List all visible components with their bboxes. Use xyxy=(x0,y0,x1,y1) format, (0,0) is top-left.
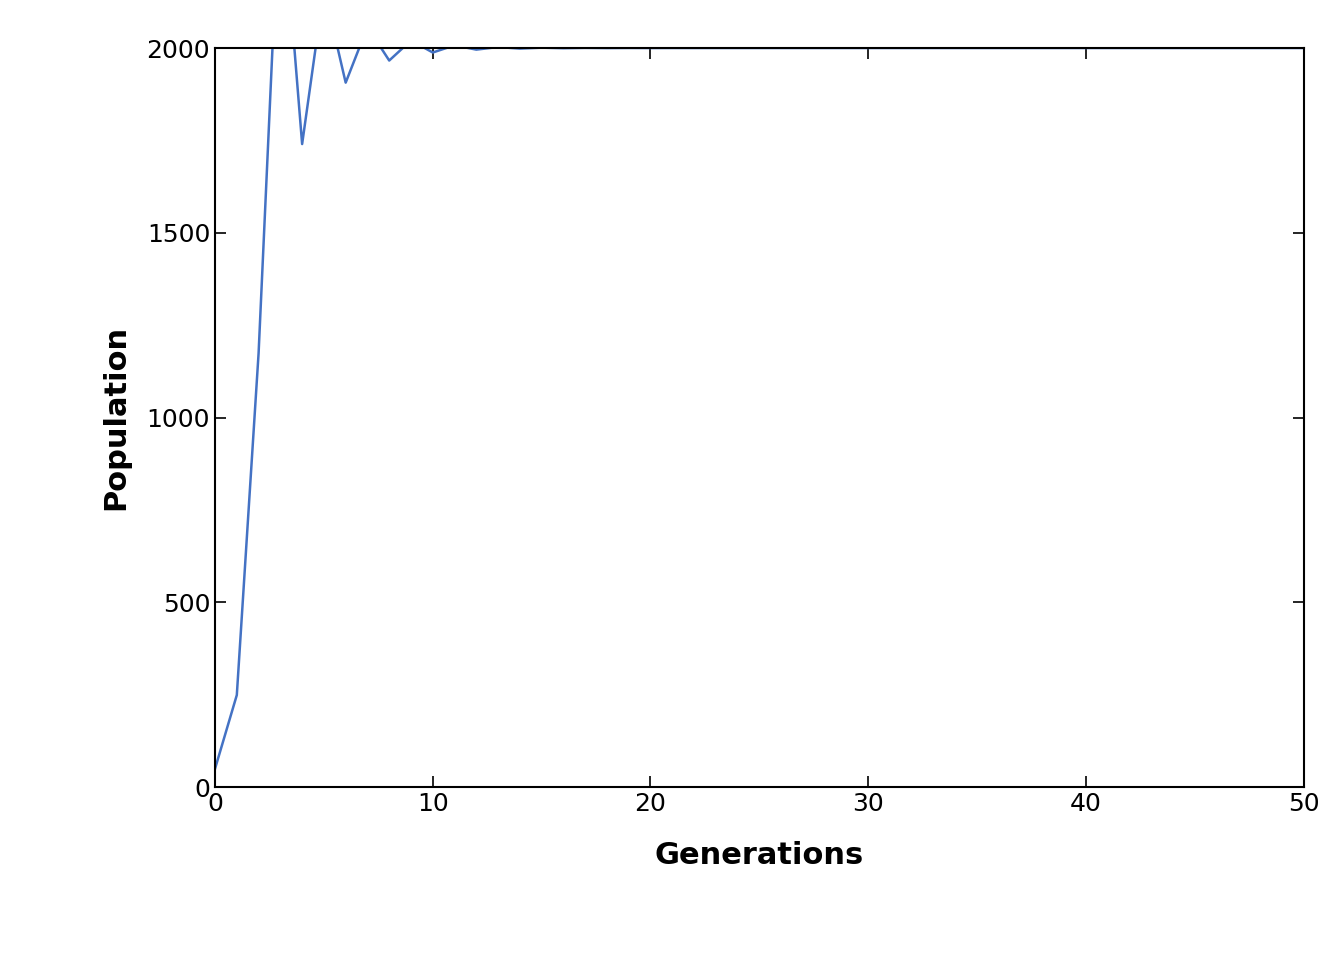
Y-axis label: Population: Population xyxy=(101,325,130,510)
X-axis label: Generations: Generations xyxy=(655,841,864,870)
